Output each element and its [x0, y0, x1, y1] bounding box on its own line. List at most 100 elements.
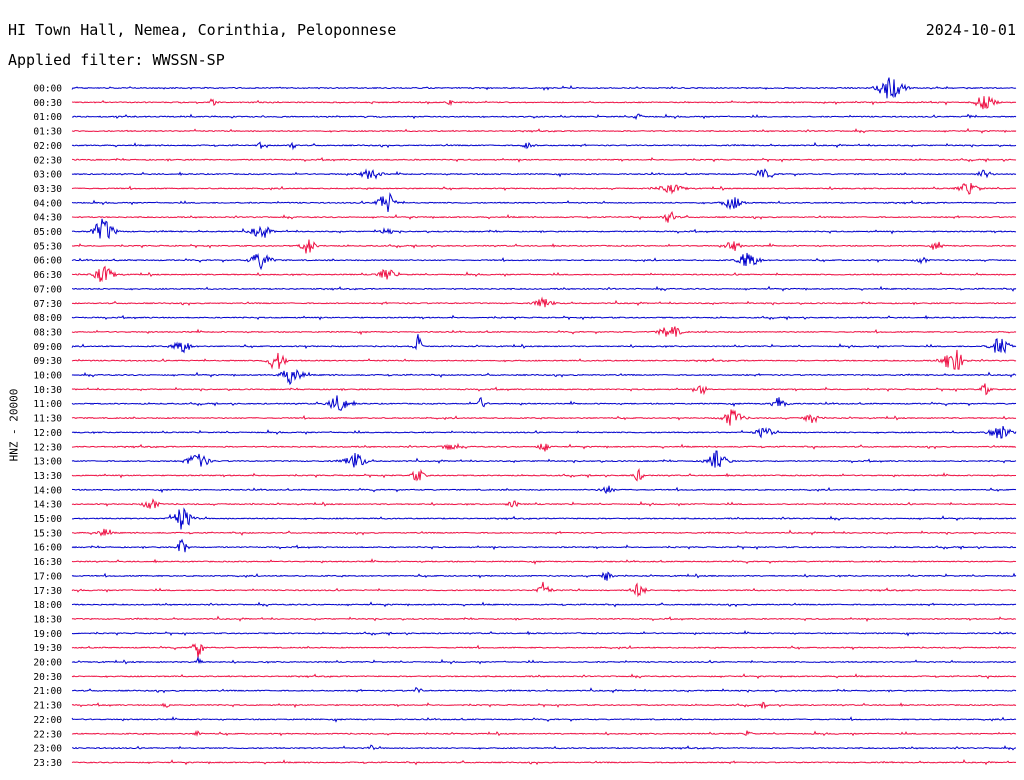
time-label: 05:00 — [33, 227, 62, 238]
time-label: 06:30 — [33, 270, 62, 281]
seismic-trace — [71, 442, 1017, 452]
seismic-trace — [71, 498, 1017, 509]
seismic-trace — [71, 334, 1017, 354]
seismic-trace — [71, 192, 1017, 212]
seismic-trace — [71, 168, 1017, 180]
time-label: 03:30 — [33, 184, 62, 195]
time-label: 01:00 — [33, 112, 62, 123]
time-label: 20:30 — [33, 672, 62, 683]
time-label: 11:30 — [33, 414, 62, 425]
time-label: 06:00 — [33, 256, 62, 267]
seismic-trace — [71, 285, 1017, 292]
time-label: 04:00 — [33, 198, 62, 209]
seismic-trace — [71, 730, 1017, 737]
seismic-trace — [71, 77, 1017, 99]
seismic-trace — [71, 96, 1017, 110]
seismic-trace — [71, 210, 1017, 223]
seismic-trace — [71, 141, 1017, 151]
time-label: 03:00 — [33, 170, 62, 181]
time-label: 19:00 — [33, 629, 62, 640]
seismic-trace — [71, 630, 1017, 637]
time-label: 12:00 — [33, 428, 62, 439]
seismic-trace — [71, 759, 1017, 766]
seismic-trace — [71, 395, 1017, 411]
time-label: 11:00 — [33, 399, 62, 410]
time-label: 22:30 — [33, 729, 62, 740]
time-label: 08:30 — [33, 327, 62, 338]
seismic-trace — [71, 368, 1017, 386]
time-label: 12:30 — [33, 442, 62, 453]
seismic-trace — [71, 701, 1017, 710]
time-label: 01:30 — [33, 127, 62, 138]
seismic-trace — [71, 183, 1016, 195]
time-label: 16:00 — [33, 543, 62, 554]
time-label: 23:00 — [33, 744, 62, 755]
time-label: 23:30 — [33, 758, 62, 769]
seismic-trace — [71, 265, 1017, 283]
time-label: 09:30 — [33, 356, 62, 367]
time-label: 22:00 — [33, 715, 62, 726]
time-label: 18:30 — [33, 614, 62, 625]
seismic-trace — [71, 558, 1017, 565]
seismic-trace — [71, 538, 1017, 553]
time-label: 16:30 — [33, 557, 62, 568]
seismic-trace — [71, 655, 1017, 665]
seismic-trace — [71, 326, 1017, 337]
time-label: 02:30 — [33, 155, 62, 166]
seismic-trace — [71, 601, 1017, 608]
time-label: 21:30 — [33, 701, 62, 712]
seismic-trace — [71, 409, 1017, 426]
time-label: 15:00 — [33, 514, 62, 525]
time-label: 14:00 — [33, 485, 62, 496]
time-label: 05:30 — [33, 241, 62, 252]
time-label: 02:00 — [33, 141, 62, 152]
time-label: 00:30 — [33, 98, 62, 109]
time-label: 09:00 — [33, 342, 62, 353]
time-label: 21:00 — [33, 686, 62, 697]
time-label: 14:30 — [33, 500, 62, 511]
seismic-trace — [72, 528, 1017, 537]
seismic-trace — [71, 314, 1017, 321]
time-label: 20:00 — [33, 658, 62, 669]
seismic-trace — [71, 686, 1017, 694]
seismic-trace — [71, 127, 1017, 134]
seismic-trace — [71, 425, 1017, 439]
time-label: 10:00 — [33, 371, 62, 382]
seismic-trace — [71, 507, 1017, 530]
station-title: HI Town Hall, Nemea, Corinthia, Peloponn… — [8, 21, 397, 39]
time-label: 10:30 — [33, 385, 62, 396]
seismic-trace — [71, 450, 1017, 468]
time-label: 13:30 — [33, 471, 62, 482]
seismic-trace — [71, 673, 1017, 680]
seismic-trace — [71, 349, 1017, 370]
seismic-trace — [71, 581, 1017, 598]
filter-label: Applied filter: WWSSN-SP — [8, 51, 225, 69]
seismic-trace — [71, 716, 1017, 723]
seismic-trace — [71, 615, 1017, 622]
seismic-trace — [71, 744, 1016, 751]
time-label: 00:00 — [33, 84, 62, 95]
time-label: 04:30 — [33, 213, 62, 224]
time-label: 18:00 — [33, 600, 62, 611]
time-label: 17:30 — [33, 586, 62, 597]
seismic-trace — [71, 296, 1017, 308]
seismic-trace — [71, 643, 1017, 659]
record-date: 2024-10-01 — [925, 21, 1016, 39]
seismic-trace — [71, 467, 1016, 482]
time-label: 07:00 — [33, 284, 62, 295]
time-label: 08:00 — [33, 313, 62, 324]
seismic-trace — [71, 485, 1017, 495]
time-label: 07:30 — [33, 299, 62, 310]
seismic-trace — [71, 383, 1017, 396]
seismic-trace — [71, 218, 1017, 240]
time-label: 15:30 — [33, 528, 62, 539]
time-label: 13:00 — [33, 457, 62, 468]
seismic-trace — [71, 113, 1017, 121]
seismic-trace — [71, 239, 1017, 254]
time-label: 19:30 — [33, 643, 62, 654]
seismic-trace — [71, 252, 1017, 271]
time-label: 17:00 — [33, 571, 62, 582]
seismic-trace — [71, 571, 1017, 581]
seismic-trace — [72, 156, 1017, 163]
